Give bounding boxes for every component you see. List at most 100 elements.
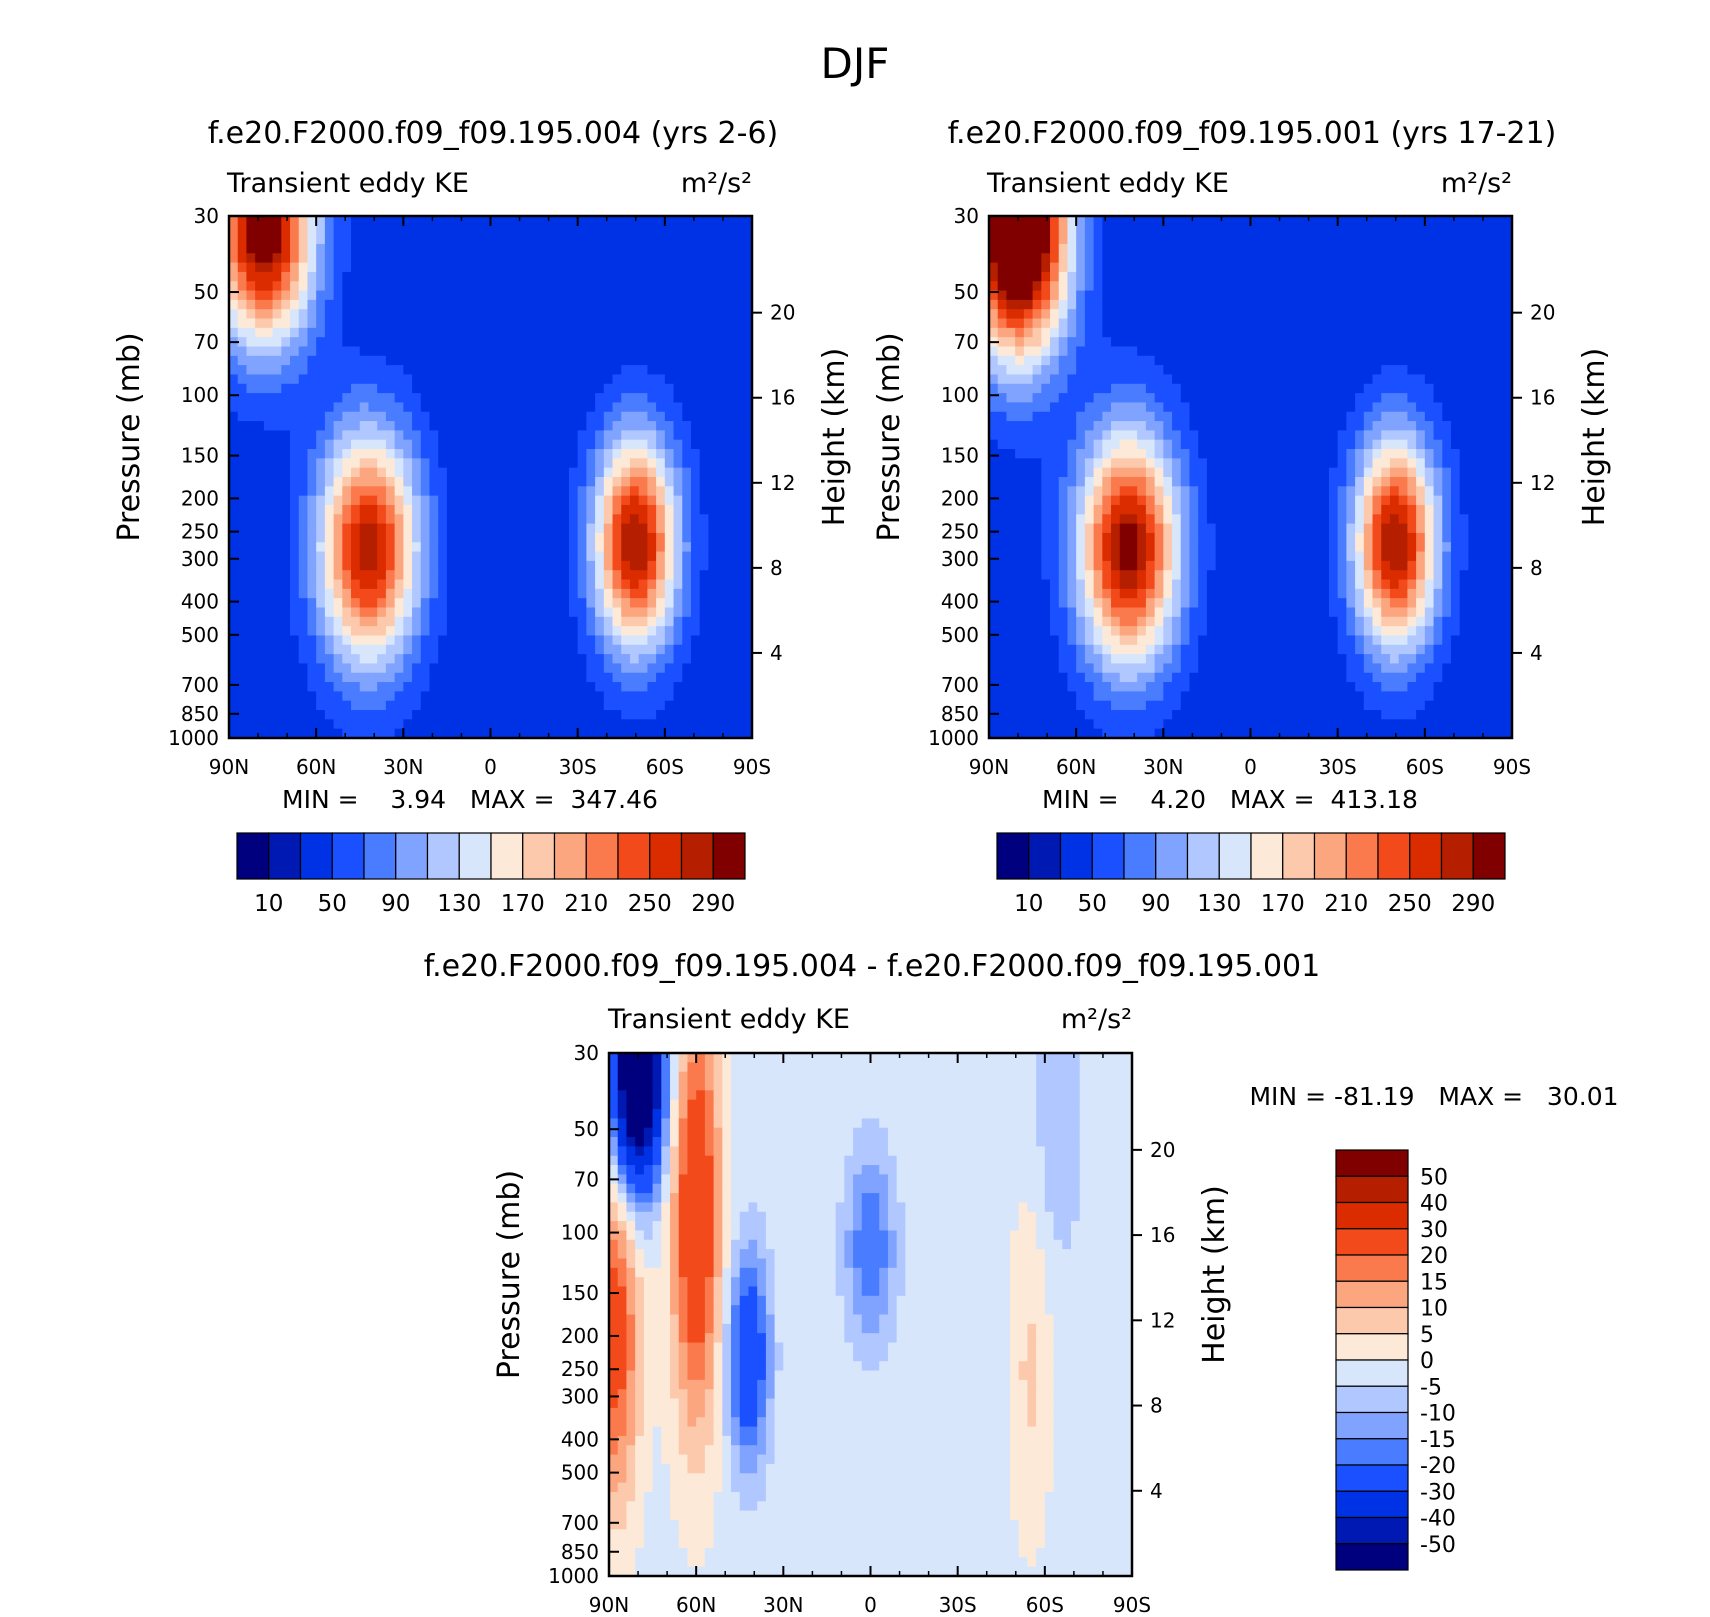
contour-cell <box>1450 374 1461 385</box>
contour-cell <box>403 560 413 571</box>
contour-cell <box>237 337 248 348</box>
contour-cell <box>603 598 614 609</box>
contour-cell <box>708 635 718 646</box>
contour-cell <box>377 607 387 618</box>
contour-cell <box>551 560 561 571</box>
contour-cell <box>551 374 561 385</box>
contour-cell <box>577 532 587 543</box>
contour-cell <box>595 682 605 692</box>
contour-cell <box>1477 318 1487 329</box>
contour-cell <box>1398 290 1408 301</box>
contour-cell <box>1058 449 1069 459</box>
contour-cell <box>586 654 596 665</box>
contour-cell <box>516 290 526 301</box>
contour-cell <box>603 271 614 282</box>
contour-cell <box>1233 346 1243 357</box>
contour-cell <box>229 663 239 674</box>
contour-cell <box>1067 337 1077 348</box>
contour-cell <box>507 579 518 590</box>
contour-cell <box>429 663 439 674</box>
contour-cell <box>516 523 526 534</box>
contour-cell <box>246 318 256 329</box>
contour-cell <box>368 318 378 329</box>
contour-cell <box>1241 290 1252 301</box>
contour-cell <box>1189 355 1199 366</box>
contour-cell <box>551 635 561 646</box>
contour-cell <box>516 672 526 683</box>
contour-cell <box>1206 365 1217 376</box>
contour-cell <box>377 504 387 515</box>
contour-cell <box>507 271 518 282</box>
contour-cell <box>499 216 509 226</box>
contour-cell <box>629 309 640 320</box>
contour-cell <box>1485 421 1496 431</box>
contour-cell <box>534 682 544 692</box>
contour-cell <box>1433 290 1443 301</box>
contour-cell <box>743 467 753 478</box>
contour-cell <box>429 719 439 730</box>
contour-cell <box>1250 290 1260 301</box>
contour-cell <box>1363 309 1374 320</box>
contour-cell <box>603 579 614 590</box>
contour-cell <box>997 262 1008 273</box>
contour-cell <box>1407 299 1417 310</box>
contour-cell <box>1250 411 1260 422</box>
contour-cell <box>281 551 291 562</box>
contour-cell <box>342 654 352 665</box>
contour-cell <box>237 216 248 226</box>
contour-cell <box>333 495 343 506</box>
contour-cell <box>229 570 239 581</box>
contour-cell <box>525 663 535 674</box>
contour-cell <box>394 262 404 273</box>
contour-cell <box>743 216 753 226</box>
contour-cell <box>743 626 753 637</box>
contour-cell <box>420 682 431 692</box>
contour-cell <box>1442 337 1452 348</box>
contour-cell <box>612 588 622 599</box>
contour-cell <box>298 644 309 655</box>
contour-cell <box>255 290 265 301</box>
contour-cell <box>1163 393 1173 404</box>
contour-cell <box>342 374 352 385</box>
contour-cell <box>525 290 535 301</box>
contour-cell <box>656 262 666 273</box>
contour-cell <box>673 458 683 469</box>
contour-cell <box>316 309 326 320</box>
contour-cell <box>1389 216 1400 226</box>
contour-cell <box>455 281 465 292</box>
contour-cell <box>647 588 657 599</box>
contour-cell <box>1119 383 1130 394</box>
contour-cell <box>324 542 335 553</box>
contour-cell <box>455 262 465 273</box>
contour-cell <box>429 271 439 282</box>
contour-cell <box>1389 346 1400 357</box>
contour-cell <box>743 700 753 711</box>
contour-cell <box>229 477 239 487</box>
contour-cell <box>1163 383 1173 394</box>
contour-cell <box>351 495 361 506</box>
contour-cell <box>525 402 535 413</box>
contour-cell <box>673 710 683 720</box>
contour-cell <box>229 402 239 413</box>
contour-cell <box>1163 290 1173 301</box>
contour-cell <box>1311 318 1321 329</box>
contour-cell <box>1285 327 1295 338</box>
contour-cell <box>281 682 291 692</box>
contour-cell <box>316 430 326 441</box>
contour-cell <box>603 728 614 739</box>
contour-cell <box>324 355 335 366</box>
contour-cell <box>316 551 326 562</box>
contour-cell <box>263 616 274 627</box>
contour-cell <box>263 365 274 376</box>
contour-cell <box>743 402 753 413</box>
contour-cell <box>1250 346 1260 357</box>
contour-cell <box>989 374 999 385</box>
contour-cell <box>1363 365 1374 376</box>
contour-cell <box>525 299 535 310</box>
contour-cell <box>743 477 753 487</box>
contour-cell <box>1267 299 1278 310</box>
contour-cell <box>403 486 413 497</box>
contour-cell <box>1337 365 1347 376</box>
contour-cell <box>638 551 648 562</box>
contour-cell <box>568 383 579 394</box>
